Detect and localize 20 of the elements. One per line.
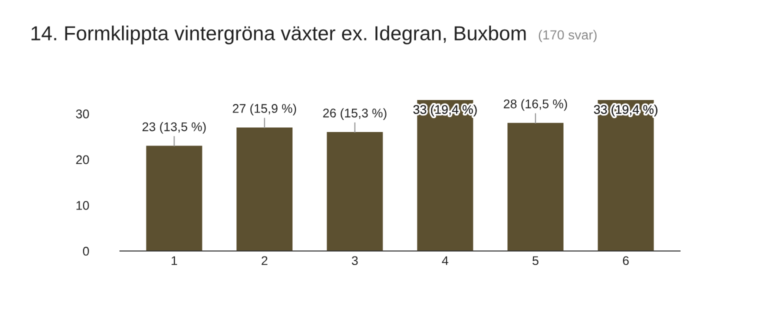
y-tick-label: 30 [76, 110, 89, 118]
y-tick-label: 0 [82, 246, 89, 256]
bar [507, 122, 564, 251]
data-label: 27 (15,9 %) [232, 104, 296, 116]
x-tick-label: 3 [352, 256, 358, 266]
data-label: 28 (16,5 %) [504, 99, 568, 111]
bar [146, 146, 202, 251]
data-label: 26 (15,3 %) [323, 108, 386, 120]
data-label: 23 (13,5 %) [142, 122, 206, 134]
y-tick-label: 20 [76, 155, 89, 164]
x-tick-label: 4 [442, 256, 448, 265]
x-tick-label: 1 [172, 256, 178, 265]
chart-subtitle: (170 svar) [538, 30, 597, 42]
x-tick-label: 5 [532, 256, 538, 266]
y-tick-label: 10 [76, 201, 89, 210]
x-tick-label: 6 [622, 256, 629, 266]
chart-title: 14. Formklippta vintergröna växter ex. Idegran, Buxbom [32, 26, 526, 44]
x-tick-label: 2 [262, 256, 268, 265]
bar [236, 127, 293, 251]
bar [326, 132, 383, 251]
